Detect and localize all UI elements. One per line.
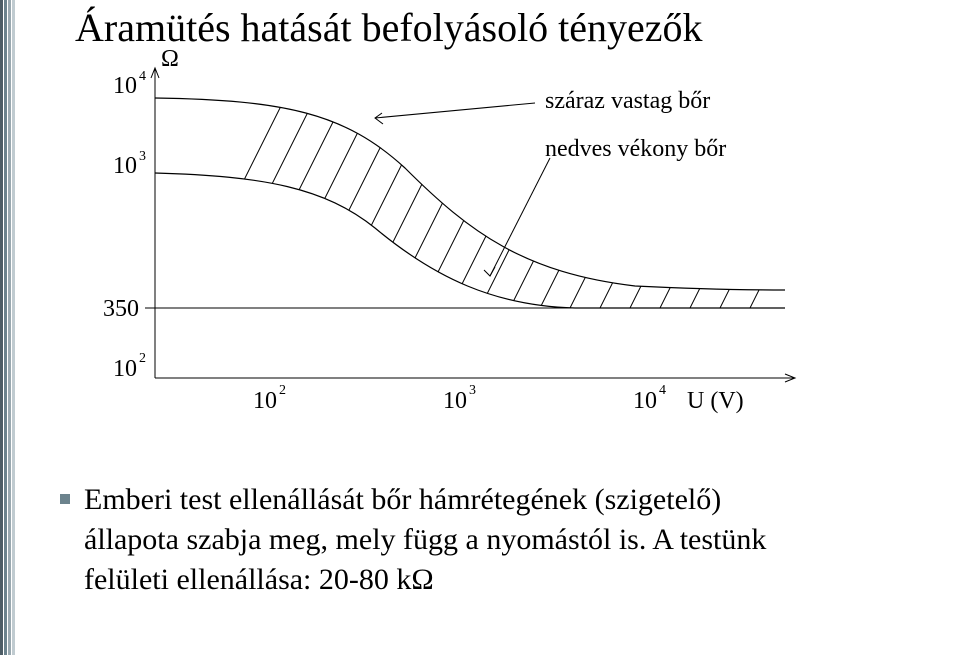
ytick-10-3-base: 10 — [113, 153, 137, 179]
ytick-10-2-exp: 2 — [139, 351, 146, 366]
bullet-icon — [60, 494, 70, 504]
bullet-line2: állapota szabja meg, mely függ a nyomást… — [84, 523, 766, 556]
curve-dry-thick-skin — [155, 98, 785, 290]
ytick-350: 350 — [103, 296, 139, 322]
y-axis-label: Ω — [161, 46, 179, 72]
resistance-chart: Ω 10 4 10 3 350 10 2 10 2 10 3 10 4 U (V… — [75, 38, 875, 438]
xtick-10-3-exp: 3 — [469, 383, 476, 398]
ytick-10-3-exp: 3 — [139, 149, 146, 164]
bullet-line1: Emberi test ellenállását bőr hámrétegéne… — [84, 483, 721, 516]
xtick-10-2-exp: 2 — [279, 383, 286, 398]
ytick-10-4-exp: 4 — [139, 69, 146, 84]
xtick-10-4-exp: 4 — [659, 383, 666, 398]
bullet-item: Emberi test ellenállását bőr hámrétegéne… — [60, 480, 900, 600]
x-axis-label: U (V) — [687, 388, 744, 414]
ytick-10-4-base: 10 — [113, 73, 137, 99]
xtick-10-3-base: 10 — [443, 388, 467, 414]
ytick-10-2-base: 10 — [113, 356, 137, 382]
slide: Áramütés hatását befolyásoló tényezők Ω … — [0, 0, 960, 655]
annotation-dry: száraz vastag bőr — [545, 88, 710, 114]
xtick-10-2-base: 10 — [253, 388, 277, 414]
bullet-text: Emberi test ellenállását bőr hámrétegéne… — [84, 480, 766, 600]
bullet-line3: felületi ellenállása: 20-80 kΩ — [84, 563, 434, 596]
annotation-wet: nedves vékony bőr — [545, 136, 726, 162]
side-decor — [0, 0, 18, 655]
xtick-10-4-base: 10 — [633, 388, 657, 414]
